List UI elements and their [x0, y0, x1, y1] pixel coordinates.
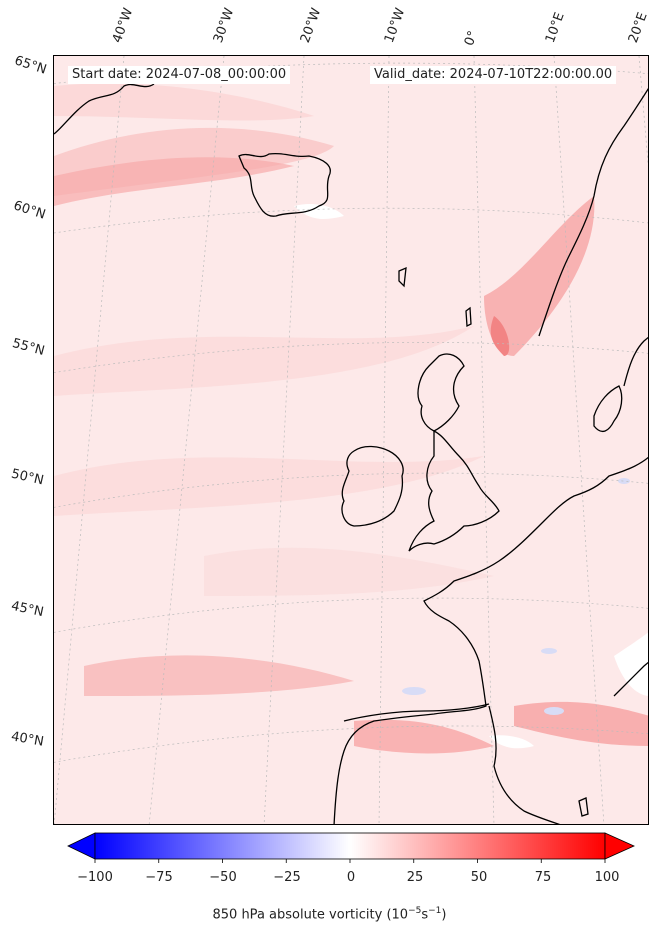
colorbar-tick-label: 50 [470, 870, 488, 885]
colorbar-label-text: 850 hPa absolute vorticity (10 [212, 907, 409, 923]
lat-label-40n: 40°N [9, 729, 45, 750]
colorbar-tick-label: −100 [77, 870, 113, 885]
lon-label-10w: 10°W [381, 6, 409, 45]
ireland-coast [341, 445, 404, 527]
colorbar-label-exp1: −5 [408, 906, 422, 916]
faroe-islands [398, 266, 407, 288]
graticule [54, 56, 648, 824]
colorbar-tick-label: −50 [209, 870, 237, 885]
colorbar-ticks [94, 859, 606, 863]
colorbar-tick-label: −25 [273, 870, 301, 885]
greenland-coast [54, 83, 155, 135]
colorbar-tick-label: 25 [406, 870, 424, 885]
map-canvas [54, 56, 648, 824]
lat-label-60n: 60°N [11, 198, 48, 223]
colorbar-label: 850 hPa absolute vorticity (10−5s−1) [0, 906, 659, 922]
shetland [465, 306, 472, 328]
colorbar-tick-label: 100 [594, 870, 620, 885]
vorticity-field [54, 83, 648, 754]
colorbar-body [94, 832, 606, 860]
colorbar-label-exp2: −1 [428, 906, 442, 916]
lat-label-65n: 65°N [12, 53, 49, 78]
colorbar-label-end: ) [441, 907, 447, 923]
lon-label-20e: 20°E [625, 10, 651, 46]
great-britain-coast [408, 429, 500, 552]
lon-label-40w: 40°W [109, 6, 137, 45]
map-panel [53, 55, 649, 825]
italy-coast [613, 661, 648, 697]
denmark-coast [593, 385, 623, 433]
start-date-label: Start date: 2024-07-08_00:00:00 [68, 66, 291, 84]
iceland-coast [238, 152, 331, 217]
coastlines [54, 83, 648, 824]
colorbar-tick-label: 75 [534, 870, 552, 885]
lon-label-20w: 20°W [297, 6, 325, 45]
continental-coast [333, 456, 648, 824]
lat-label-55n: 55°N [10, 336, 47, 359]
colorbar-tick-label: −75 [145, 870, 173, 885]
colorbar [67, 832, 635, 863]
colorbar-extend-high [604, 832, 635, 860]
colorbar-extend-low [67, 832, 96, 860]
iberia-north-coast [343, 703, 490, 722]
lat-label-50n: 50°N [9, 466, 46, 489]
lon-label-30w: 30°W [210, 6, 238, 45]
valid-date-label: Valid_date: 2024-07-10T22:00:00.00 [370, 66, 617, 84]
norway-coast [538, 88, 648, 337]
colorbar-tick-label: 0 [346, 870, 356, 885]
mediterranean-coast [488, 705, 561, 824]
lon-label-0: 0° [461, 28, 482, 48]
sweden-coast [623, 336, 648, 387]
colorbar-label-mid: s [421, 907, 429, 923]
lat-label-45n: 45°N [9, 598, 45, 621]
scotland-coast [417, 353, 465, 432]
corsica [578, 797, 589, 817]
lon-label-10e: 10°E [542, 10, 568, 46]
